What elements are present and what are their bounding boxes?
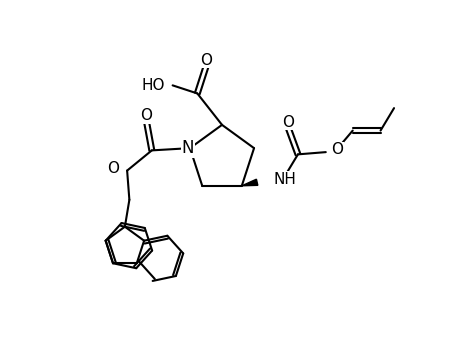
Text: O: O [331,142,343,157]
Text: O: O [201,53,213,68]
Text: HO: HO [141,78,164,93]
Text: O: O [282,114,294,130]
Text: NH: NH [273,172,296,186]
Text: N: N [182,139,194,157]
Polygon shape [242,179,258,186]
Text: O: O [140,108,152,123]
Text: O: O [107,161,119,176]
